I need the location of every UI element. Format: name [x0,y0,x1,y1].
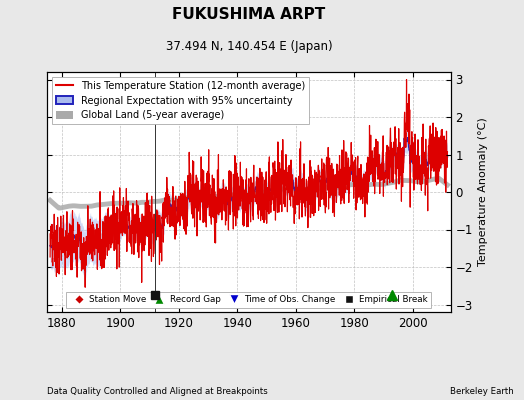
Y-axis label: Temperature Anomaly (°C): Temperature Anomaly (°C) [478,118,488,266]
Text: Berkeley Earth: Berkeley Earth [450,387,514,396]
Text: 37.494 N, 140.454 E (Japan): 37.494 N, 140.454 E (Japan) [166,40,332,53]
Text: Data Quality Controlled and Aligned at Breakpoints: Data Quality Controlled and Aligned at B… [47,387,268,396]
Text: FUKUSHIMA ARPT: FUKUSHIMA ARPT [172,7,325,22]
Legend: Station Move, Record Gap, Time of Obs. Change, Empirical Break: Station Move, Record Gap, Time of Obs. C… [67,292,431,308]
